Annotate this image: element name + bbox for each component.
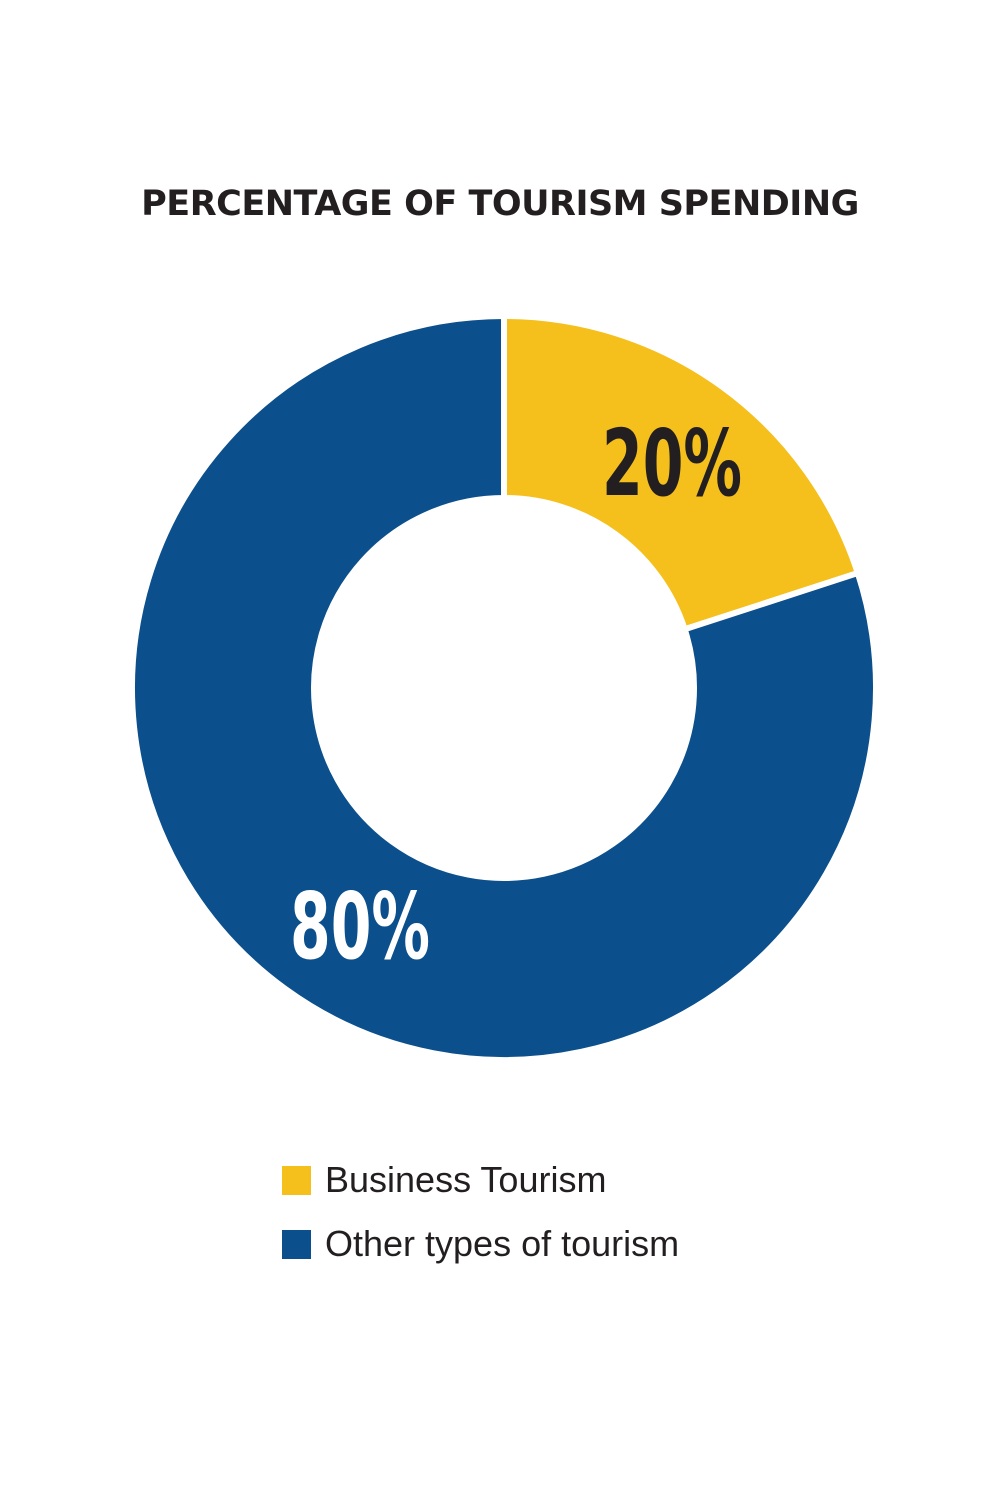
legend-swatch-business-tourism	[282, 1165, 311, 1195]
legend-item-business-tourism: Business Tourism	[282, 1159, 679, 1200]
legend-label-business-tourism: Business Tourism	[325, 1159, 607, 1200]
legend: Business Tourism Other types of tourism	[282, 1159, 680, 1288]
donut-slice-business-tourism	[501, 312, 862, 634]
donut-slice-other-tourism	[129, 312, 879, 1063]
value-label-business-tourism: 20%	[602, 410, 742, 517]
chart-title: PERCENTAGE OF TOURISM SPENDING	[141, 184, 859, 224]
value-label-other-tourism: 80%	[290, 873, 430, 980]
legend-label-other-tourism: Other types of tourism	[325, 1223, 680, 1264]
legend-item-other-tourism: Other types of tourism	[282, 1223, 680, 1264]
legend-swatch-other-tourism	[282, 1229, 311, 1259]
